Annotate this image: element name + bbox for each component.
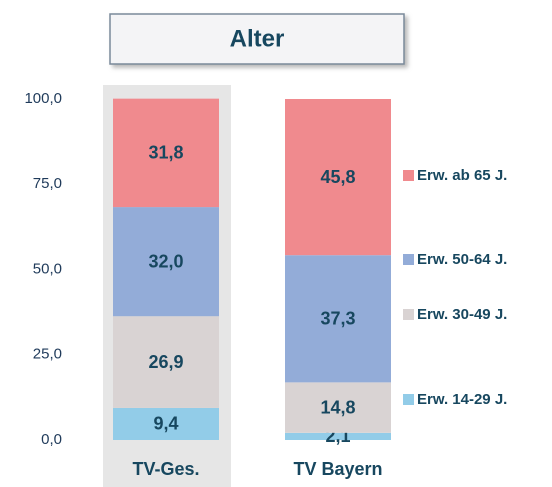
x-tick-label: TV Bayern (293, 459, 382, 479)
data-label: 26,9 (148, 352, 183, 372)
legend-label: Erw. 30-49 J. (417, 306, 507, 323)
bar-segment (113, 316, 219, 408)
y-tick-label: 0,0 (41, 431, 62, 448)
y-tick-label: 25,0 (33, 346, 62, 363)
legend-swatch (403, 170, 414, 181)
bar-segment (285, 255, 391, 383)
y-tick-label: 100,0 (24, 90, 62, 107)
legend-swatch (403, 394, 414, 405)
legend-swatch (403, 309, 414, 320)
bar-segment (113, 98, 219, 208)
legend-label: Erw. ab 65 J. (417, 167, 507, 184)
legend-label: Erw. 50-64 J. (417, 251, 507, 268)
data-label: 45,8 (320, 167, 355, 187)
bar-segment (113, 407, 219, 440)
bar-segment (285, 432, 391, 440)
y-tick-label: 75,0 (33, 175, 62, 192)
bar-segment (285, 99, 391, 256)
x-tick-label: TV-Ges. (132, 459, 199, 479)
data-label: 9,4 (153, 414, 178, 434)
chart-title: Alter (230, 25, 285, 52)
y-tick-label: 50,0 (33, 260, 62, 277)
data-label: 32,0 (148, 251, 183, 271)
title-box (109, 13, 405, 65)
data-label: 31,8 (148, 143, 183, 163)
data-label: 14,8 (320, 397, 355, 417)
bar-segment (113, 207, 219, 317)
legend-swatch (403, 254, 414, 265)
bar-segment (285, 382, 391, 433)
data-label: 37,3 (320, 309, 355, 329)
legend-label: Erw. 14-29 J. (417, 391, 507, 408)
